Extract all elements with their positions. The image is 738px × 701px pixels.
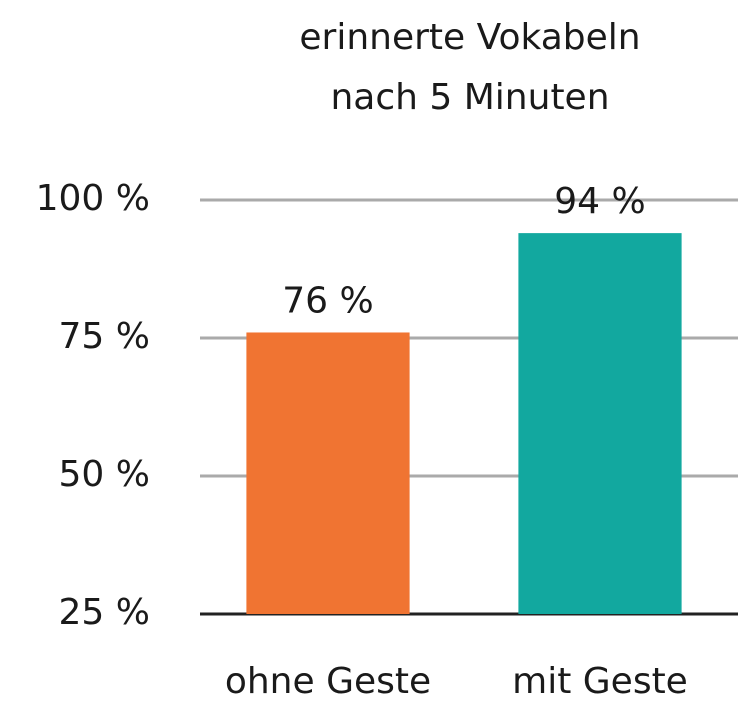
bar	[246, 332, 410, 614]
y-tick-label: 25 %	[59, 592, 150, 633]
value-label: 76 %	[282, 280, 373, 321]
bar	[518, 233, 682, 614]
y-tick-label: 100 %	[36, 178, 150, 219]
chart-title: erinnerte Vokabeln nach 5 Minuten	[299, 17, 641, 118]
y-tick-label: 75 %	[59, 316, 150, 357]
value-label: 94 %	[554, 181, 645, 222]
x-tick-label: mit Geste	[512, 661, 688, 701]
y-tick-label: 50 %	[59, 454, 150, 495]
x-tick-label: ohne Geste	[225, 661, 431, 701]
